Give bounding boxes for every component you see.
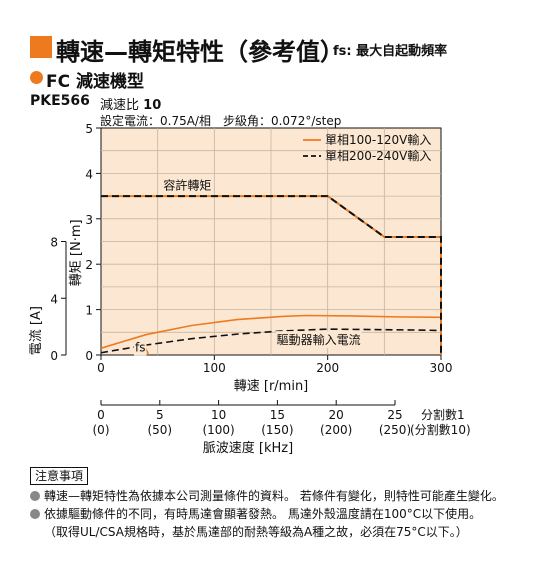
note-bullet-icon bbox=[30, 491, 40, 501]
section-heading: FC 減速機型 bbox=[46, 72, 145, 92]
x-tick-label: 300 bbox=[430, 361, 453, 375]
pulse-tick-label: 15 bbox=[270, 408, 285, 422]
current-tick-label: 4 bbox=[50, 292, 58, 306]
note-text-1: 轉速—轉矩特性為依據本公司測量條件的資料。 若條件有變化，則特性可能產生變化。 bbox=[44, 489, 504, 503]
pulse-tick-label-div10: (250) bbox=[379, 423, 411, 437]
chart-annotation: fs bbox=[135, 340, 145, 354]
note-line-3: （取得UL/CSA規格時，基於馬達部的耐熱等級為A種之故，必須在75°C以下。） bbox=[44, 525, 468, 539]
pulse-tick-label: 0 bbox=[97, 408, 105, 422]
model-name: PKE566 bbox=[30, 93, 90, 109]
annotation-bg bbox=[275, 331, 362, 349]
chart-annotation: 驅動器輸入電流 bbox=[277, 332, 361, 347]
legend-label: 單相100-120V輸入 bbox=[325, 132, 431, 147]
note-text-2: 依據驅動條件的不同，有時馬達會顯著發熱。 馬達外殼溫度請在100°C以下使用。 bbox=[44, 507, 482, 521]
x-tick-label: 200 bbox=[316, 361, 339, 375]
note-bullet-icon bbox=[30, 509, 40, 519]
x-axis-label: 轉速 [r/min] bbox=[234, 379, 309, 394]
x-tick-label: 0 bbox=[97, 361, 105, 375]
setting-line: 設定電流：0.75A/相 步級角：0.072°/step bbox=[100, 114, 342, 128]
pulse-axis-label: 脈波速度 [kHz] bbox=[203, 440, 293, 456]
pulse-tick-label: 5 bbox=[156, 408, 164, 422]
pulse-tick-label-div10: (200) bbox=[320, 423, 352, 437]
y-tick-label: 4 bbox=[85, 167, 93, 181]
series-line-torque-100v bbox=[101, 195, 442, 355]
pulse-div1-label: 分割數1 bbox=[421, 407, 465, 422]
ratio-line: 減速比 10 bbox=[100, 94, 161, 113]
pulse-tick-label: 10 bbox=[211, 408, 226, 422]
series-line-current-200v bbox=[100, 328, 442, 354]
x-tick-label: 100 bbox=[203, 361, 226, 375]
pulse-tick-label-div10: (50) bbox=[147, 423, 172, 437]
series-line-current-100v bbox=[100, 314, 442, 349]
y-tick-label: 0 bbox=[85, 349, 93, 363]
section-dot-icon bbox=[30, 71, 43, 84]
pulse-tick-label: 20 bbox=[329, 408, 344, 422]
pulse-tick-label-div10: (0) bbox=[93, 423, 110, 437]
legend-label: 單相200-240V輸入 bbox=[325, 148, 431, 163]
notes-box-label: 注意事項 bbox=[30, 467, 89, 485]
y-tick-label: 1 bbox=[85, 304, 93, 318]
pulse-tick-label: 25 bbox=[387, 408, 402, 422]
y-axis-label-torque: 轉矩 [N·m] bbox=[69, 219, 84, 286]
pulse-div10-label: (分割數10) bbox=[410, 422, 471, 437]
pulse-tick-label-div10: (100) bbox=[202, 423, 234, 437]
current-tick-label: 8 bbox=[50, 236, 58, 250]
page-title: 轉速—轉矩特性（參考值） bbox=[56, 38, 344, 66]
page-subtitle: fs: 最大自起動頻率 bbox=[333, 44, 448, 59]
y-axis-label-current: 電流 [A] bbox=[29, 306, 44, 355]
pulse-tick-label-div10: (150) bbox=[261, 423, 293, 437]
y-tick-label: 3 bbox=[85, 213, 93, 227]
y-tick-label: 5 bbox=[85, 122, 93, 136]
chart-annotation: 容許轉矩 bbox=[163, 177, 211, 192]
y-tick-label: 2 bbox=[85, 258, 93, 272]
note-line-2: 依據驅動條件的不同，有時馬達會顯著發熱。 馬達外殼溫度請在100°C以下使用。 bbox=[30, 505, 481, 523]
note-line-1: 轉速—轉矩特性為依據本公司測量條件的資料。 若條件有變化，則特性可能產生變化。 bbox=[30, 487, 504, 505]
current-tick-label: 0 bbox=[50, 349, 58, 363]
title-marker bbox=[30, 36, 52, 58]
annotation-bg bbox=[134, 339, 147, 356]
ratio-label: 減速比 bbox=[100, 98, 140, 113]
ratio-value: 10 bbox=[143, 98, 162, 113]
